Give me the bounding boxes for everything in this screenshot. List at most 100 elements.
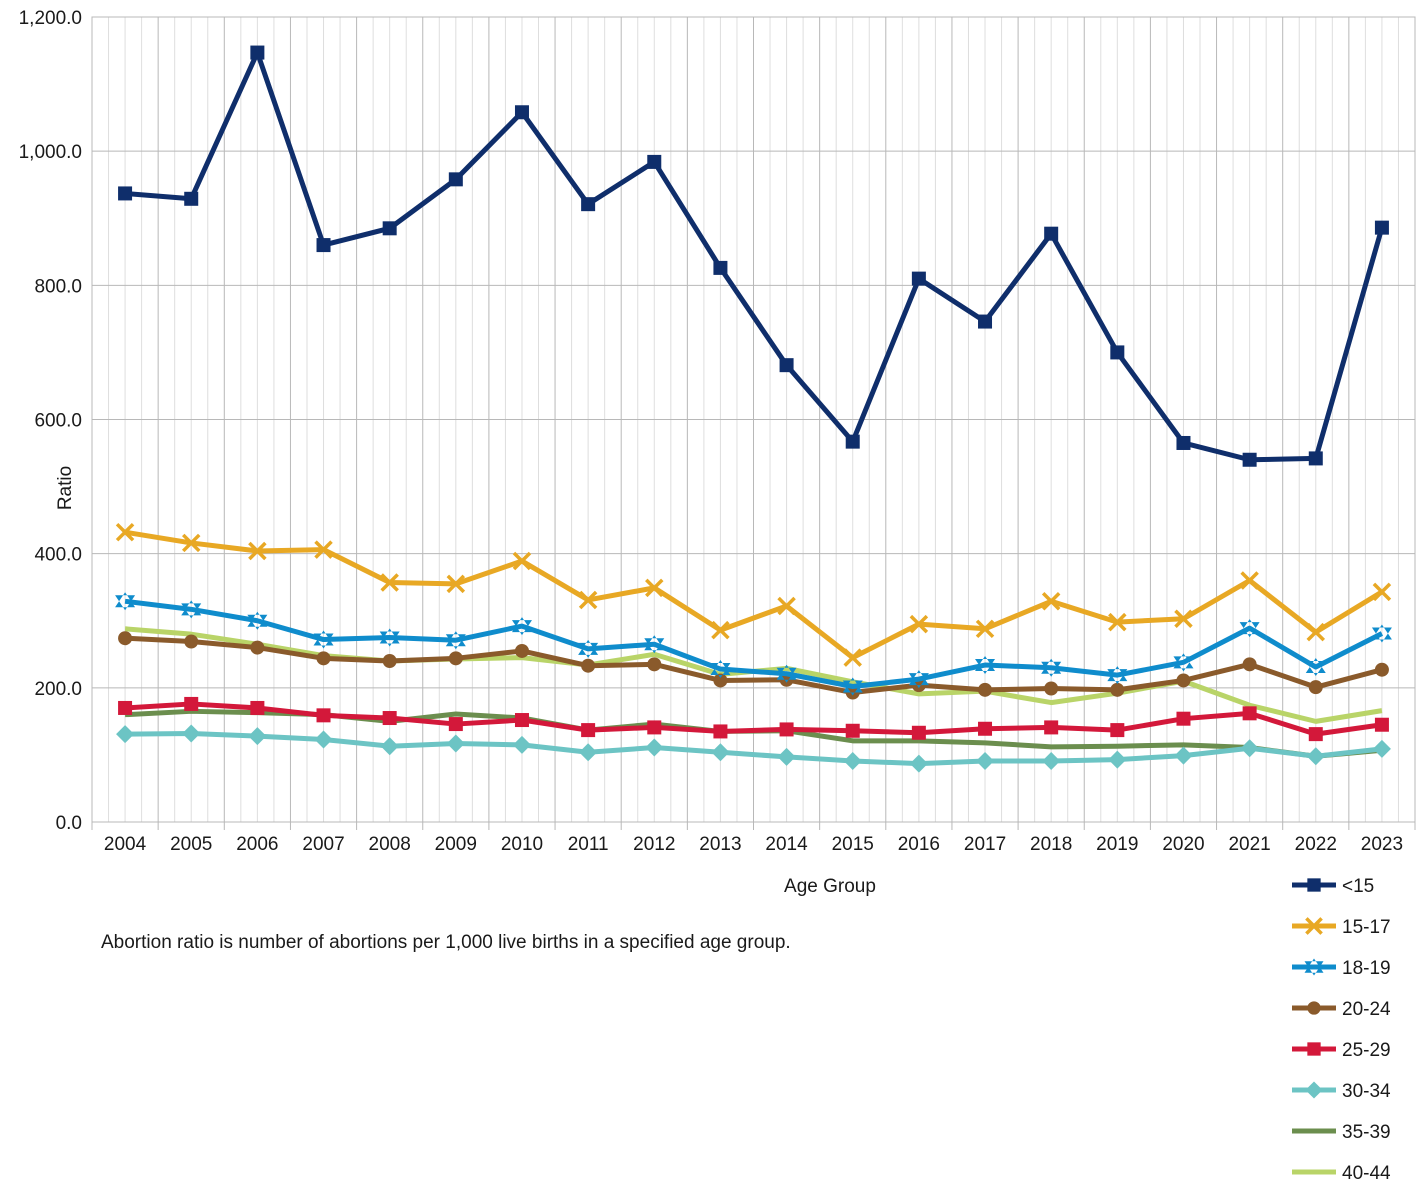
data-point	[314, 540, 333, 559]
data-point	[1306, 747, 1325, 766]
data-point	[379, 628, 400, 647]
data-point	[713, 673, 728, 688]
data-point	[1305, 917, 1323, 935]
grid-lines	[91, 16, 1416, 830]
data-point	[1307, 1042, 1321, 1056]
data-point	[181, 600, 202, 619]
data-point	[1307, 878, 1321, 892]
data-point	[713, 260, 728, 275]
data-point	[645, 738, 664, 757]
data-point	[1308, 680, 1323, 695]
data-point	[1240, 739, 1259, 758]
data-point	[1306, 622, 1326, 642]
data-point	[511, 617, 532, 636]
data-point	[514, 105, 529, 120]
data-point	[647, 154, 662, 169]
series-line	[124, 701, 1383, 737]
data-point	[514, 713, 529, 728]
data-point	[1044, 720, 1059, 735]
data-point	[845, 434, 860, 449]
data-point	[184, 191, 199, 206]
y-tick-label: 200.0	[34, 679, 82, 700]
data-point	[448, 717, 463, 732]
legend-item: <15	[1292, 876, 1374, 897]
data-point	[1304, 958, 1324, 976]
data-point	[1108, 750, 1127, 769]
data-point	[181, 533, 201, 553]
data-point	[182, 724, 201, 743]
data-point	[118, 700, 133, 715]
x-tick-label: 2013	[699, 834, 741, 855]
x-axis-ticks: 2004 2005 2006 2007 2008 2009 2010 2011 2012 2013…	[104, 834, 1403, 855]
data-point	[645, 578, 664, 598]
data-point	[380, 737, 399, 756]
data-point	[1374, 717, 1389, 732]
data-point	[382, 711, 397, 726]
data-point	[184, 696, 199, 711]
data-point	[1308, 727, 1323, 742]
data-point	[976, 751, 995, 770]
legend-label: 20-24	[1342, 999, 1391, 1020]
data-point	[184, 634, 199, 649]
series-lines	[115, 45, 1392, 773]
series-<15	[118, 45, 1389, 467]
x-tick-label: 2010	[501, 834, 543, 855]
data-point	[446, 574, 466, 594]
x-tick-label: 2014	[765, 834, 808, 855]
data-point	[978, 682, 993, 697]
x-tick-label: 2021	[1228, 834, 1270, 855]
data-point	[1242, 706, 1257, 721]
data-point	[843, 751, 862, 770]
y-tick-label: 800.0	[34, 276, 82, 297]
data-point	[647, 657, 662, 672]
data-point	[842, 677, 863, 696]
data-point	[512, 551, 532, 571]
data-point	[843, 648, 862, 667]
x-tick-label: 2020	[1162, 834, 1204, 855]
series-line	[124, 50, 1385, 463]
data-point	[1240, 571, 1259, 590]
data-point	[116, 725, 135, 744]
data-point	[777, 596, 796, 616]
data-point	[1176, 435, 1191, 450]
data-point	[975, 619, 995, 639]
footnote: Abortion ratio is number of abortions pe…	[101, 932, 791, 953]
x-tick-label: 2005	[170, 834, 212, 855]
data-point	[911, 271, 926, 286]
x-tick-label: 2016	[898, 834, 940, 855]
legend-label: 15-17	[1342, 917, 1391, 938]
x-tick-label: 2008	[369, 834, 411, 855]
data-point	[382, 654, 397, 668]
data-point	[711, 620, 730, 640]
series-line	[125, 730, 1383, 767]
data-point	[250, 700, 265, 715]
data-point	[1374, 662, 1389, 677]
data-point	[1305, 658, 1326, 677]
data-point	[316, 238, 331, 253]
data-point	[1174, 746, 1193, 765]
x-tick-label: 2017	[964, 834, 1006, 855]
data-point	[978, 314, 993, 329]
y-tick-label: 600.0	[34, 411, 82, 432]
data-point	[382, 221, 397, 236]
data-point	[1374, 220, 1389, 235]
data-point	[1308, 451, 1323, 466]
data-point	[777, 747, 796, 766]
x-tick-label: 2015	[832, 834, 874, 855]
legend-item: 30-34	[1292, 1081, 1391, 1102]
data-point	[1110, 345, 1125, 360]
series-line	[124, 635, 1383, 696]
data-point	[1110, 682, 1125, 697]
legend-label: 40-44	[1342, 1163, 1391, 1184]
data-point	[1041, 592, 1061, 611]
x-tick-label: 2007	[302, 834, 344, 855]
data-point	[909, 754, 928, 773]
data-point	[1371, 624, 1392, 643]
data-point	[250, 640, 265, 655]
data-point	[248, 541, 267, 561]
x-tick-label: 2019	[1096, 834, 1138, 855]
data-point	[647, 720, 662, 735]
data-point	[115, 592, 136, 611]
series-18-19	[115, 592, 1392, 696]
